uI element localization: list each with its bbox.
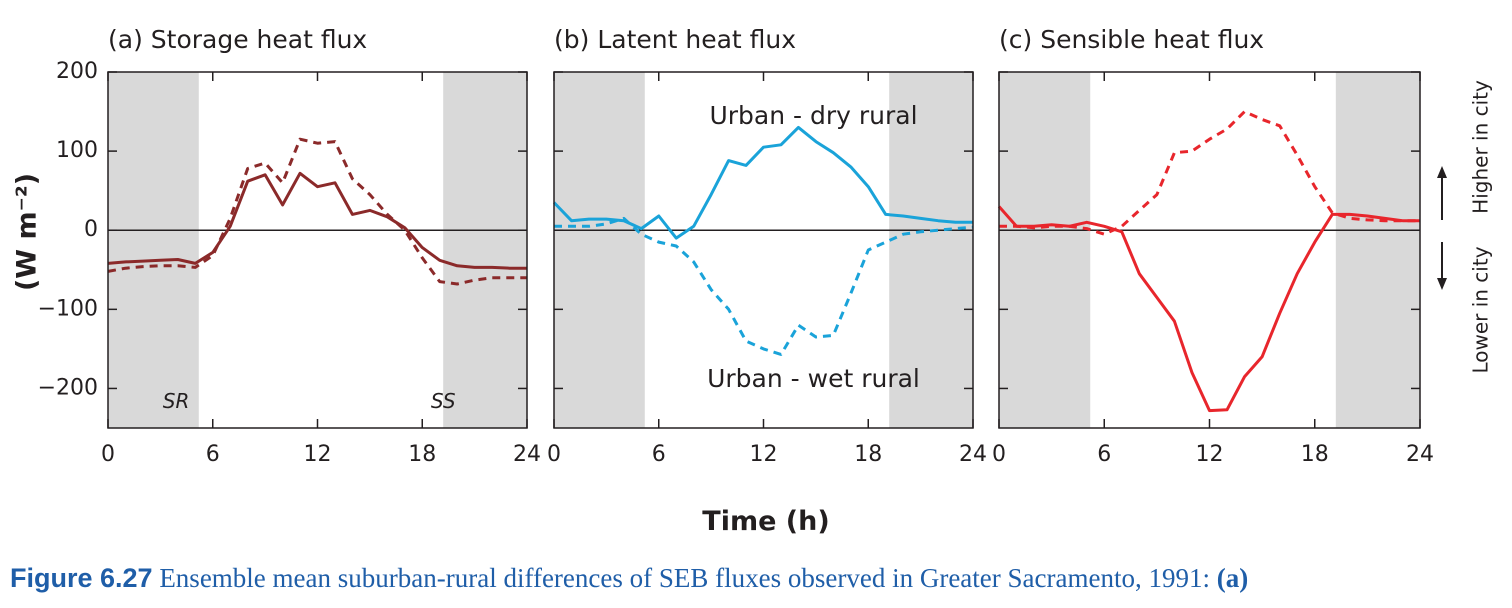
lower-in-city-label: Lower in city — [1469, 246, 1493, 373]
higher-in-city-label: Higher in city — [1469, 80, 1493, 214]
night-shading-1 — [554, 72, 645, 428]
night-shading-2 — [443, 72, 527, 428]
sunset-label: SS — [431, 389, 456, 413]
x-tick-label: 12 — [1196, 442, 1224, 467]
night-shading-1 — [108, 72, 199, 428]
figure-canvas: 200 100 0 −100 −200 0 6 12 18 24 (a) Storage heat … — [12, 25, 1493, 537]
down-arrow-icon — [1437, 278, 1447, 290]
up-arrow-icon — [1437, 166, 1447, 178]
night-shading-2 — [889, 72, 973, 428]
sunrise-label: SR — [163, 389, 190, 413]
higher-in-city-indicator: Higher in city — [1437, 80, 1493, 220]
chart-panel-1: 200 100 0 −100 −200 0 6 12 18 24 (a) Storage heat … — [38, 25, 541, 467]
y-tick-label: 200 — [56, 59, 98, 84]
y-tick-label: −100 — [38, 296, 98, 321]
caption-text: Ensemble mean suburban-rural differences… — [159, 563, 1210, 593]
y-tick-label: −200 — [38, 375, 98, 400]
y-tick-label: 100 — [56, 138, 98, 163]
x-tick-label: 12 — [750, 442, 778, 467]
chart-panel-3: 0 6 12 18 24 (c) Sensible heat flux — [992, 25, 1434, 467]
panel-title: (c) Sensible heat flux — [999, 25, 1264, 54]
plot-frame — [553, 71, 974, 429]
x-tick-label: 0 — [992, 442, 1006, 467]
panels: 200 100 0 −100 −200 0 6 12 18 24 (a) Storage heat … — [38, 25, 1434, 467]
y-tick-label: 0 — [84, 217, 98, 242]
x-tick-label: 18 — [408, 442, 436, 467]
series-label: Urban - wet rural — [707, 364, 920, 393]
night-shading-1 — [999, 72, 1091, 428]
plot-frame — [998, 71, 1421, 429]
plot-frame — [107, 71, 528, 429]
x-tick-label: 18 — [854, 442, 882, 467]
x-axis-label: Time (h) — [702, 506, 829, 537]
x-tick-label: 6 — [652, 442, 666, 467]
series-line-dashed — [999, 110, 1420, 236]
x-tick-label: 6 — [1097, 442, 1111, 467]
panel-title: (b) Latent heat flux — [554, 25, 796, 54]
figure-caption: Figure 6.27 Ensemble mean suburban-rural… — [10, 563, 1510, 594]
series-line-solid — [552, 125, 973, 240]
figure-number: Figure 6.27 — [10, 563, 153, 593]
x-tick-label: 24 — [513, 442, 541, 467]
caption-tail: (a) — [1216, 563, 1249, 593]
x-tick-label: 6 — [206, 442, 220, 467]
chart-panel-2: 0 6 12 18 24 Urban - dry rural Urban - wet rur… — [547, 25, 987, 467]
x-tick-label: 18 — [1301, 442, 1329, 467]
night-shading-2 — [1335, 72, 1420, 428]
lower-in-city-indicator: Lower in city — [1437, 242, 1493, 374]
x-tick-label: 12 — [304, 442, 332, 467]
series-label: Urban - dry rural — [709, 101, 917, 130]
x-tick-label: 24 — [959, 442, 987, 467]
y-axis-label: (W m⁻²) — [12, 173, 43, 291]
panel-title: (a) Storage heat flux — [108, 25, 367, 54]
series-line-dashed — [554, 216, 974, 356]
x-tick-label: 0 — [547, 442, 561, 467]
x-tick-label: 0 — [101, 442, 115, 467]
x-tick-label: 24 — [1406, 442, 1434, 467]
series-line-solid — [107, 171, 527, 270]
